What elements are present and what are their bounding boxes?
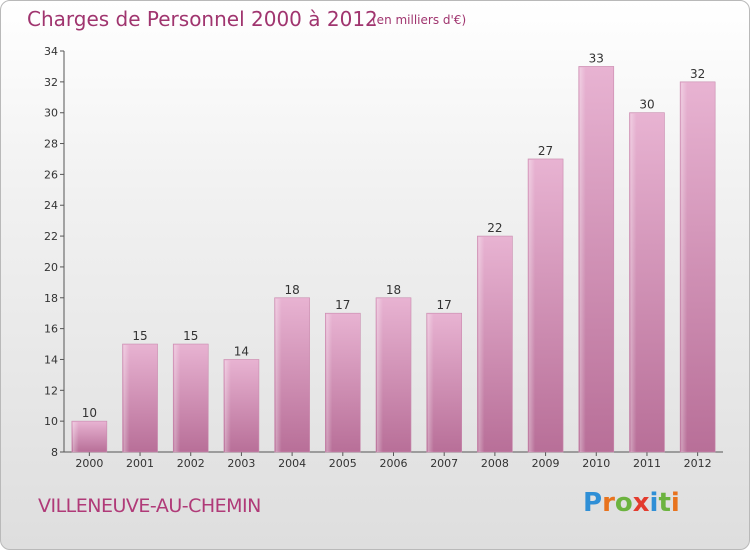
chart-subtitle: (en milliers d'€): [372, 13, 467, 27]
logo-letter: x: [632, 488, 650, 518]
bar-highlight: [529, 159, 536, 452]
bar-highlight: [377, 298, 383, 452]
data-label: 10: [82, 406, 97, 420]
x-tick-label: 2002: [177, 457, 205, 470]
y-tick-label: 22: [44, 230, 58, 243]
y-tick-label: 30: [44, 107, 58, 120]
x-tick-label: 2000: [75, 457, 103, 470]
x-tick-label: 2006: [380, 457, 408, 470]
x-tick-label: 2007: [430, 457, 458, 470]
data-label: 32: [690, 67, 705, 81]
x-tick-label: 2008: [481, 457, 509, 470]
x-tick-label: 2005: [329, 457, 357, 470]
y-tick-label: 26: [44, 168, 58, 181]
y-tick-label: 28: [44, 138, 58, 151]
logo-letter: t: [658, 488, 671, 518]
bar-highlight: [224, 360, 231, 452]
data-label: 17: [437, 298, 452, 312]
bar-highlight: [681, 82, 688, 452]
logo-letter: r: [602, 488, 615, 518]
y-tick-label: 10: [44, 415, 58, 428]
data-label: 27: [538, 144, 553, 158]
y-tick-label: 16: [44, 323, 58, 336]
bar-highlight: [72, 422, 79, 452]
y-tick-label: 20: [44, 261, 58, 274]
y-tick-label: 14: [44, 353, 58, 366]
data-labels: 10 15 15 14 18 17 18 17 22 27 33 30 32: [82, 51, 706, 420]
logo-letter: o: [614, 488, 633, 518]
bar-highlight: [174, 345, 181, 452]
y-tick-label: 18: [44, 292, 58, 305]
x-tick-label: 2012: [684, 457, 712, 470]
data-label: 30: [639, 98, 654, 112]
proxiti-logo: Proxiti: [583, 488, 680, 518]
bar-highlight: [579, 67, 586, 452]
x-tick-label: 2011: [633, 457, 661, 470]
data-label: 18: [284, 283, 299, 297]
bar-highlight: [123, 345, 130, 452]
chart-title: Charges de Personnel 2000 à 2012: [27, 7, 378, 31]
y-tick-label: 12: [44, 384, 58, 397]
logo-letter: P: [583, 488, 603, 518]
location-name: VILLENEUVE-AU-CHEMIN: [38, 495, 261, 517]
bar-highlight: [326, 314, 333, 452]
x-tick-label: 2003: [227, 457, 255, 470]
axes: 8 10 12 14 16 18 20 22 24 26 28 30 32 34 2000 2001 2002 2…: [44, 45, 723, 470]
y-tick-label: 32: [44, 76, 58, 89]
y-tick-label: 8: [51, 446, 58, 459]
bar-highlight: [478, 237, 485, 452]
bar-highlight: [427, 314, 434, 452]
x-tick-label: 2004: [278, 457, 306, 470]
logo-letter: i: [649, 488, 659, 518]
x-tick-label: 2010: [582, 457, 610, 470]
bars: [71, 66, 716, 453]
data-label: 15: [183, 329, 198, 343]
data-label: 22: [487, 221, 502, 235]
data-label: 15: [132, 329, 147, 343]
data-label: 14: [234, 344, 249, 358]
data-label: 18: [386, 283, 401, 297]
data-label: 33: [589, 51, 604, 65]
logo-letter: i: [670, 488, 680, 518]
y-tick-label: 34: [44, 45, 58, 58]
x-tick-label: 2009: [532, 457, 560, 470]
y-tick-label: 24: [44, 199, 58, 212]
x-tick-label: 2001: [126, 457, 154, 470]
data-label: 17: [335, 298, 350, 312]
bar-highlight: [630, 113, 637, 452]
bar-highlight: [275, 298, 282, 452]
